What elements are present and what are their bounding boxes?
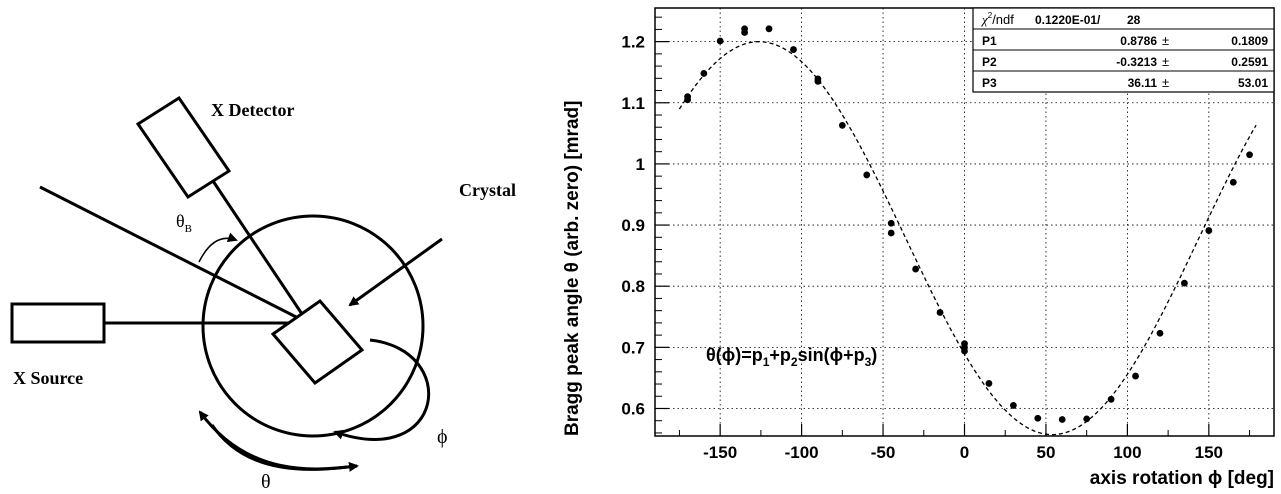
x-detector-label: X Detector — [211, 100, 294, 120]
param-error-p1: 0.1809 — [1231, 34, 1268, 48]
theta-b-arc — [198, 232, 238, 263]
data-point — [936, 309, 944, 316]
grid-lines — [655, 8, 1274, 436]
bragg-plot: -150 -100 -50 0 50 100 150 0.6 0.7 0.8 0.9 1 1.1 1.2… — [562, 7, 1275, 489]
detector-arm — [207, 174, 310, 324]
data-point — [684, 96, 691, 104]
y-tick-label: 0.6 — [621, 399, 645, 418]
data-point — [716, 37, 724, 45]
param-name-p3: P3 — [982, 76, 997, 90]
chi2-label: χ2/ndf — [980, 11, 1014, 27]
y-axis-ticks: 0.6 0.7 0.8 0.9 1 1.1 1.2 — [621, 16, 669, 434]
x-tick-label: 0 — [960, 443, 969, 462]
phi-rotation-arrow — [333, 338, 431, 441]
x-source-box — [10, 302, 106, 344]
crystal-label: Crystal — [459, 180, 516, 200]
fit-formula-label: θ(ϕ)=p1+p2sin(ϕ+p3) — [706, 345, 877, 369]
data-point — [1205, 227, 1213, 234]
param-pm-p1: ± — [1162, 33, 1169, 48]
data-point — [1058, 416, 1066, 423]
phi-label: ϕ — [437, 426, 448, 448]
data-point — [1034, 414, 1042, 422]
x-tick-label: 50 — [1036, 443, 1055, 462]
data-point — [887, 219, 895, 227]
theta-label: θ — [261, 471, 271, 493]
param-value-p1: 0.8786 — [1120, 34, 1157, 48]
y-axis-label: Bragg peak angle θ (arb. zero) [mrad] — [562, 101, 583, 436]
x-axis-ticks: -150 -100 -50 0 50 100 150 — [678, 424, 1251, 462]
y-tick-label: 1.1 — [621, 94, 645, 113]
x-tick-label: -150 — [703, 443, 737, 462]
fit-stats-box: χ2/ndf 0.1220E-01/ 28 P1 0.8786 ± 0.1809… — [972, 7, 1275, 93]
y-tick-label: 1 — [636, 155, 645, 174]
data-point — [1181, 279, 1188, 287]
param-pm-p2: ± — [1162, 54, 1169, 69]
theta-rotation-arrow-back — [198, 410, 358, 471]
data-point — [814, 77, 822, 85]
param-name-p2: P2 — [982, 55, 997, 69]
data-point — [1083, 415, 1091, 423]
y-tick-label: 0.7 — [621, 338, 645, 357]
theta-b-label: θB — [176, 211, 192, 235]
data-point — [790, 46, 797, 53]
chi2-value: 0.1220E-01/ — [1035, 13, 1101, 27]
ndf-value: 28 — [1127, 13, 1141, 27]
data-point — [1246, 151, 1253, 159]
data-point — [1009, 402, 1017, 409]
x-axis-label: axis rotation ϕ [deg] — [1090, 468, 1274, 489]
data-point — [700, 70, 708, 77]
data-point — [765, 25, 773, 33]
y-tick-label: 0.8 — [621, 277, 645, 296]
x-tick-label: 100 — [1113, 443, 1141, 462]
param-pm-p3: ± — [1162, 75, 1169, 90]
param-error-p2: 0.2591 — [1231, 55, 1268, 69]
data-point — [1132, 372, 1139, 380]
data-point — [912, 265, 920, 273]
x-tick-label: -50 — [871, 443, 896, 462]
data-point — [1229, 178, 1237, 186]
data-point — [1156, 329, 1164, 337]
param-error-p3: 53.01 — [1238, 76, 1268, 90]
x-detector-box — [135, 95, 232, 200]
data-point — [838, 121, 846, 129]
data-point — [741, 29, 748, 36]
data-point — [985, 380, 993, 387]
param-value-p2: -0.3213 — [1116, 55, 1157, 69]
setup-diagram — [10, 95, 443, 472]
param-value-p3: 36.11 — [1128, 76, 1158, 90]
data-point — [863, 171, 871, 179]
crystal-box — [270, 298, 365, 386]
y-tick-label: 1.2 — [621, 33, 645, 52]
x-source-label: X Source — [13, 368, 83, 388]
data-point — [961, 347, 968, 355]
goniometer-circle — [201, 214, 425, 438]
param-name-p1: P1 — [982, 34, 997, 48]
data-point — [887, 229, 895, 237]
reference-line — [39, 185, 309, 325]
crystal-pointer-arrow — [348, 237, 443, 307]
data-point — [1107, 395, 1115, 403]
y-tick-label: 0.9 — [621, 216, 645, 235]
x-tick-label: 150 — [1195, 443, 1223, 462]
data-points — [684, 25, 1253, 423]
fit-curve — [678, 41, 1257, 436]
x-tick-label: -100 — [785, 443, 819, 462]
